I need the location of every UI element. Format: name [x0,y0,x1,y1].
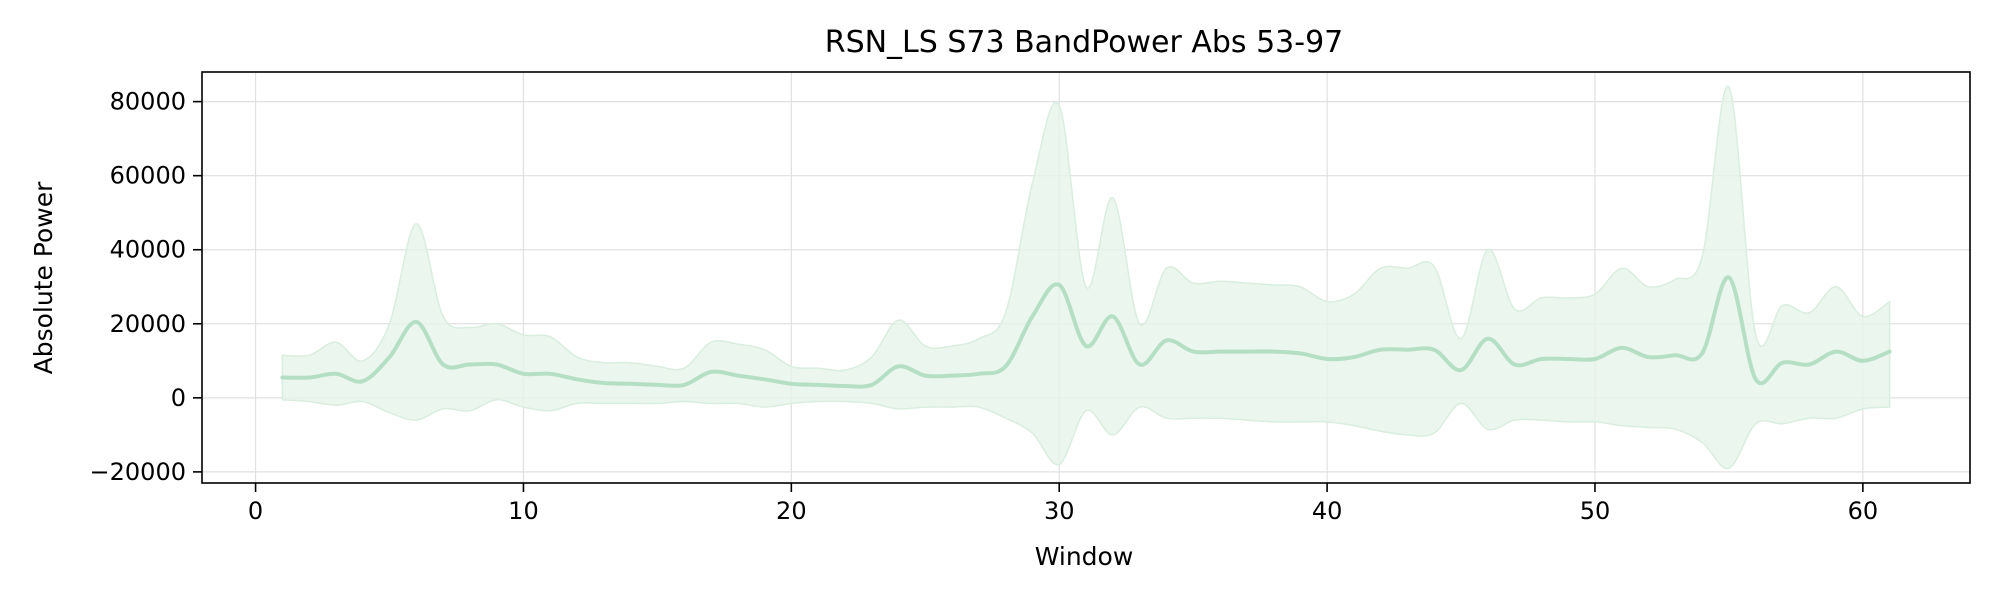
mean-line [280,275,1892,389]
plot-frame [201,71,1971,484]
x-axis: 0 10 20 30 40 50 60 [248,483,1878,525]
y-tick-label: 0 [171,384,186,412]
x-tick-label: 40 [1312,497,1343,525]
y-tick-label: 40000 [110,236,186,264]
y-tick-label: −20000 [90,458,186,486]
x-tick-label: 50 [1580,497,1611,525]
y-tick-label: 60000 [110,162,186,190]
y-axis: −20000 0 20000 40000 60000 80000 [90,88,202,486]
y-axis-label: Absolute Power [29,181,58,375]
x-tick-label: 20 [776,497,807,525]
y-tick-label: 80000 [110,88,186,116]
x-tick-label: 0 [248,497,263,525]
x-tick-label: 10 [508,497,539,525]
x-tick-label: 60 [1848,497,1879,525]
std-band [281,85,1891,469]
x-axis-label: Window [1035,542,1134,571]
x-tick-label: 30 [1044,497,1075,525]
chart-title: RSN_LS S73 BandPower Abs 53-97 [825,25,1344,60]
y-tick-label: 20000 [110,310,186,338]
